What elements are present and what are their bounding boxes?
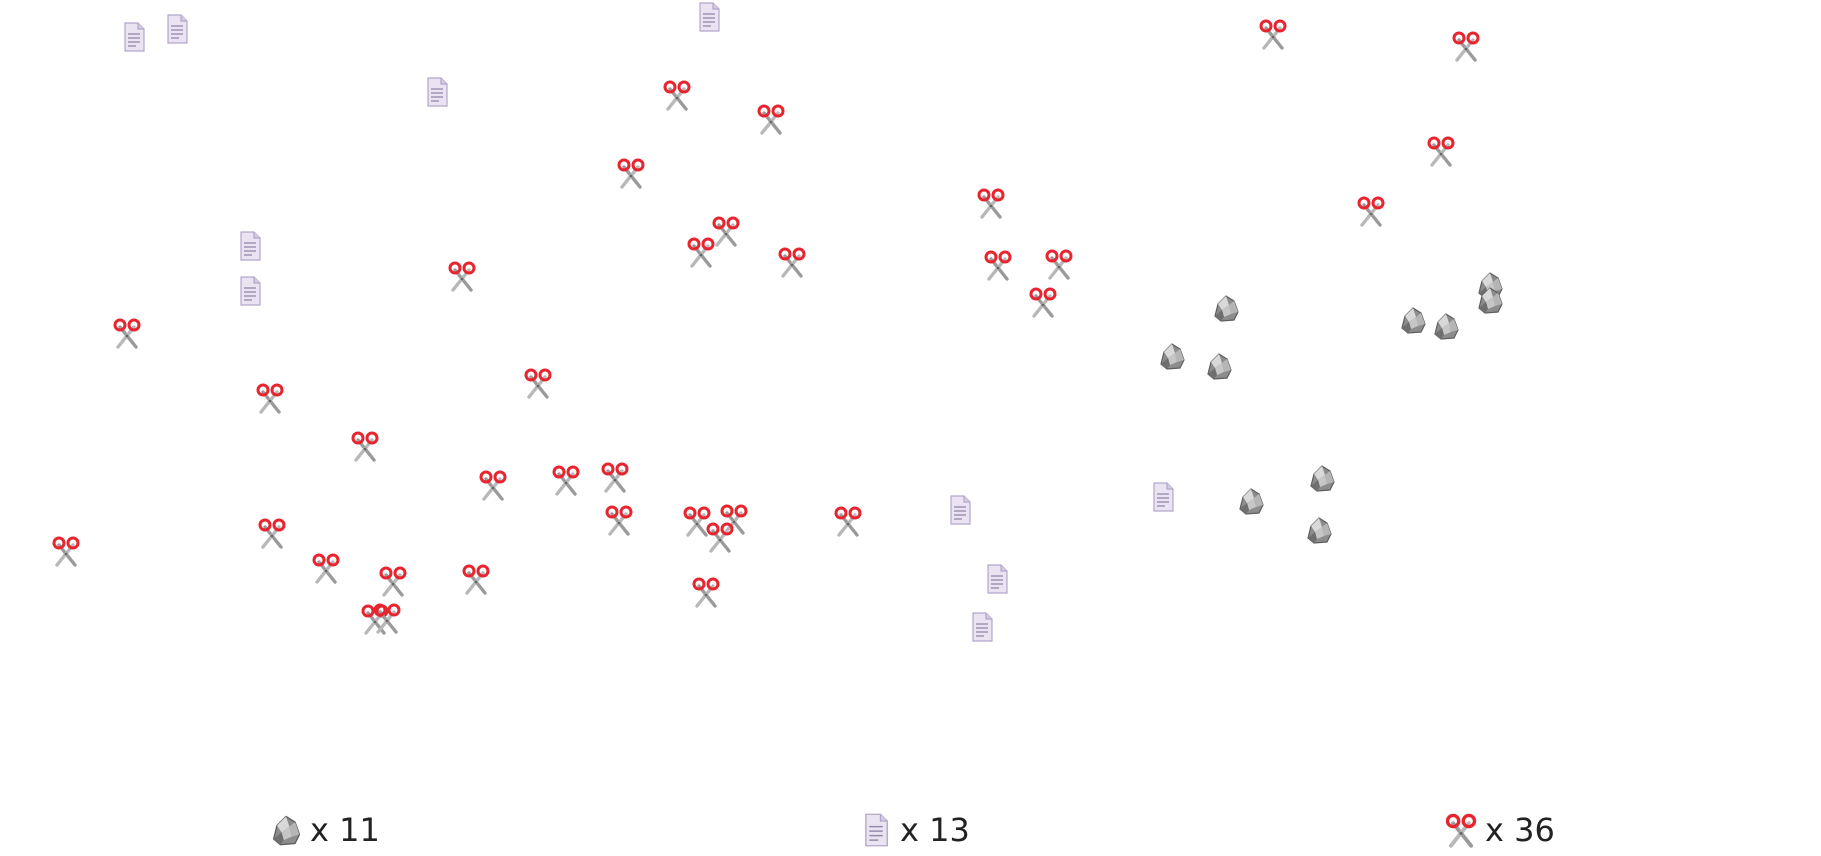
scissors-icon[interactable] bbox=[377, 565, 409, 597]
scissors-icon[interactable] bbox=[704, 521, 736, 553]
scissors-icon[interactable] bbox=[446, 260, 478, 292]
scissors-icon[interactable] bbox=[349, 430, 381, 462]
scissors-icon[interactable] bbox=[603, 504, 635, 536]
paper-icon[interactable] bbox=[234, 230, 266, 262]
tally-scissors: x 36 bbox=[1443, 810, 1555, 850]
scissors-icon[interactable] bbox=[1425, 135, 1457, 167]
scissors-icon[interactable] bbox=[681, 505, 713, 537]
score-tally: x 11 x 13 x 36 bbox=[0, 810, 1821, 850]
tally-rock-count: x 11 bbox=[310, 811, 380, 849]
tally-scissors-count: x 36 bbox=[1485, 811, 1555, 849]
paper-icon[interactable] bbox=[981, 563, 1013, 595]
tally-paper-count: x 13 bbox=[900, 811, 970, 849]
paper-icon[interactable] bbox=[421, 76, 453, 108]
rock-icon[interactable] bbox=[1303, 514, 1335, 546]
paper-icon[interactable] bbox=[1147, 481, 1179, 513]
rock-icon[interactable] bbox=[1474, 284, 1506, 316]
rock-icon[interactable] bbox=[1306, 462, 1338, 494]
scissors-icon[interactable] bbox=[755, 103, 787, 135]
scissors-icon[interactable] bbox=[550, 464, 582, 496]
scissors-icon[interactable] bbox=[1450, 30, 1482, 62]
scissors-icon[interactable] bbox=[1043, 248, 1075, 280]
tally-paper: x 13 bbox=[858, 810, 970, 850]
scissors-icon[interactable] bbox=[982, 249, 1014, 281]
scissors-icon[interactable] bbox=[460, 563, 492, 595]
scissors-icon[interactable] bbox=[1355, 195, 1387, 227]
paper-icon bbox=[858, 812, 894, 848]
scissors-icon[interactable] bbox=[710, 215, 742, 247]
scissors-icon[interactable] bbox=[615, 157, 647, 189]
paper-icon[interactable] bbox=[161, 13, 193, 45]
rock-icon[interactable] bbox=[1397, 304, 1429, 336]
scissors-icon[interactable] bbox=[522, 367, 554, 399]
scissors-icon[interactable] bbox=[599, 461, 631, 493]
paper-icon[interactable] bbox=[234, 275, 266, 307]
scissors-icon[interactable] bbox=[661, 79, 693, 111]
scissors-icon[interactable] bbox=[50, 535, 82, 567]
scissors-icon[interactable] bbox=[371, 602, 403, 634]
scissors-icon[interactable] bbox=[256, 517, 288, 549]
scissors-icon[interactable] bbox=[776, 246, 808, 278]
rock-icon[interactable] bbox=[1210, 292, 1242, 324]
scissors-icon[interactable] bbox=[477, 469, 509, 501]
scissors-icon[interactable] bbox=[310, 552, 342, 584]
rock-icon[interactable] bbox=[1203, 350, 1235, 382]
scissors-icon[interactable] bbox=[832, 505, 864, 537]
tally-rock: x 11 bbox=[268, 810, 380, 850]
paper-icon[interactable] bbox=[944, 494, 976, 526]
scissors-icon[interactable] bbox=[111, 317, 143, 349]
rock-icon bbox=[268, 812, 304, 848]
paper-icon[interactable] bbox=[966, 611, 998, 643]
scissors-icon[interactable] bbox=[1257, 18, 1289, 50]
scissors-icon[interactable] bbox=[1027, 286, 1059, 318]
rock-icon[interactable] bbox=[1430, 310, 1462, 342]
rock-icon[interactable] bbox=[1235, 485, 1267, 517]
scissors-icon bbox=[1443, 812, 1479, 848]
scissors-icon[interactable] bbox=[685, 236, 717, 268]
rock-icon[interactable] bbox=[1156, 340, 1188, 372]
scissors-icon[interactable] bbox=[975, 187, 1007, 219]
paper-icon[interactable] bbox=[118, 21, 150, 53]
scissors-icon[interactable] bbox=[254, 382, 286, 414]
paper-icon[interactable] bbox=[693, 1, 725, 33]
scissors-icon[interactable] bbox=[690, 576, 722, 608]
